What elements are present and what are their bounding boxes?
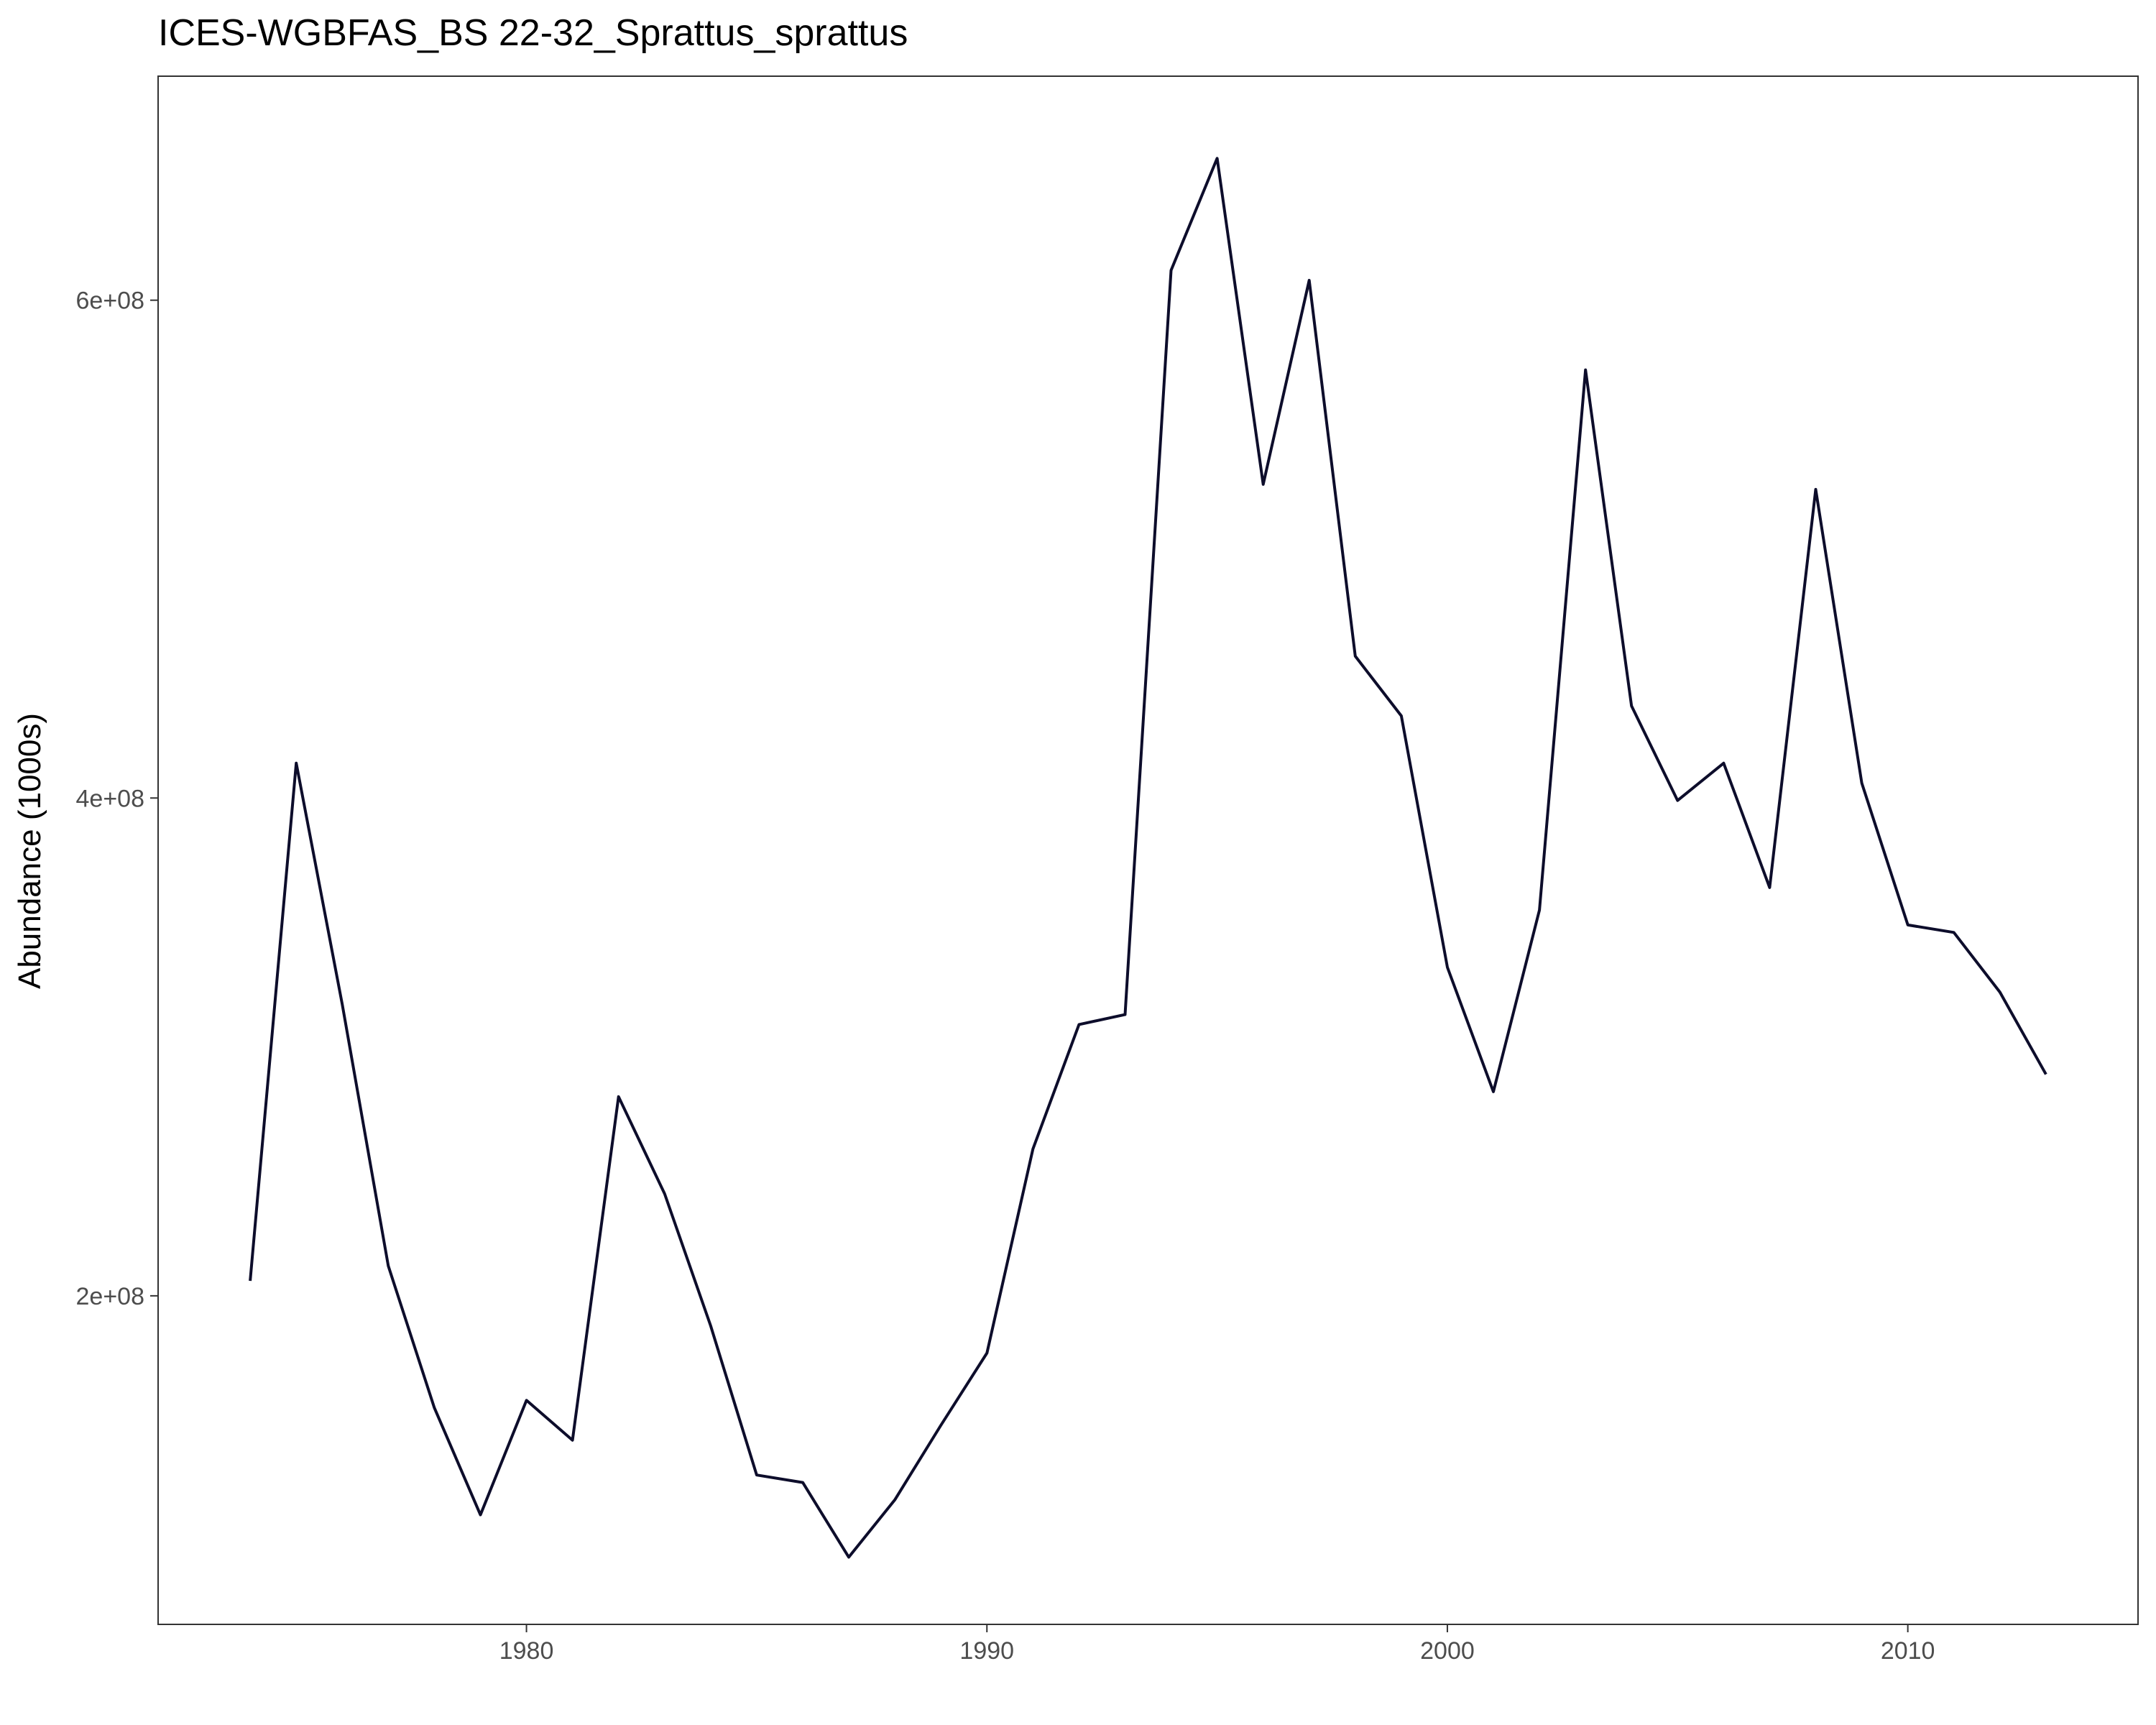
y-axis-title: Abundance (1000s) — [12, 713, 47, 989]
plot-panel-border — [157, 75, 2139, 1625]
y-axis: 2e+08 4e+08 6e+08 — [76, 288, 158, 1310]
chart-title: ICES-WGBFAS_BS 22-32_Sprattus_sprattus — [158, 12, 908, 54]
x-tick-label: 1980 — [499, 1637, 554, 1665]
x-tick-label: 2010 — [1881, 1637, 1935, 1665]
series-line — [249, 157, 2047, 1559]
x-axis: 1980 1990 2000 2010 — [499, 1624, 1935, 1665]
x-tick-label: 2000 — [1420, 1637, 1475, 1665]
y-tick-label: 6e+08 — [76, 288, 145, 315]
x-tick-label: 1990 — [959, 1637, 1014, 1665]
series-layer — [249, 157, 2047, 1559]
y-tick-label: 2e+08 — [76, 1283, 145, 1310]
y-tick-label: 4e+08 — [76, 785, 145, 812]
